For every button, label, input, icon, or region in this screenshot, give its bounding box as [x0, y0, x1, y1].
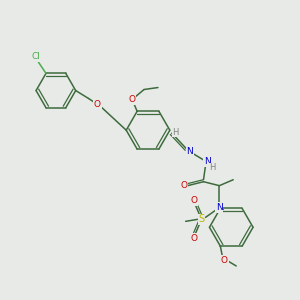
Text: O: O [180, 181, 187, 190]
Text: N: N [216, 203, 223, 212]
Text: O: O [190, 196, 197, 205]
Text: O: O [129, 95, 136, 104]
Text: O: O [94, 100, 101, 109]
Text: N: N [186, 148, 193, 157]
Text: O: O [221, 256, 228, 265]
Text: S: S [199, 214, 205, 224]
Text: H: H [209, 163, 216, 172]
Text: Cl: Cl [32, 52, 40, 61]
Text: N: N [204, 158, 211, 166]
Text: O: O [190, 234, 197, 243]
Text: H: H [172, 128, 179, 137]
